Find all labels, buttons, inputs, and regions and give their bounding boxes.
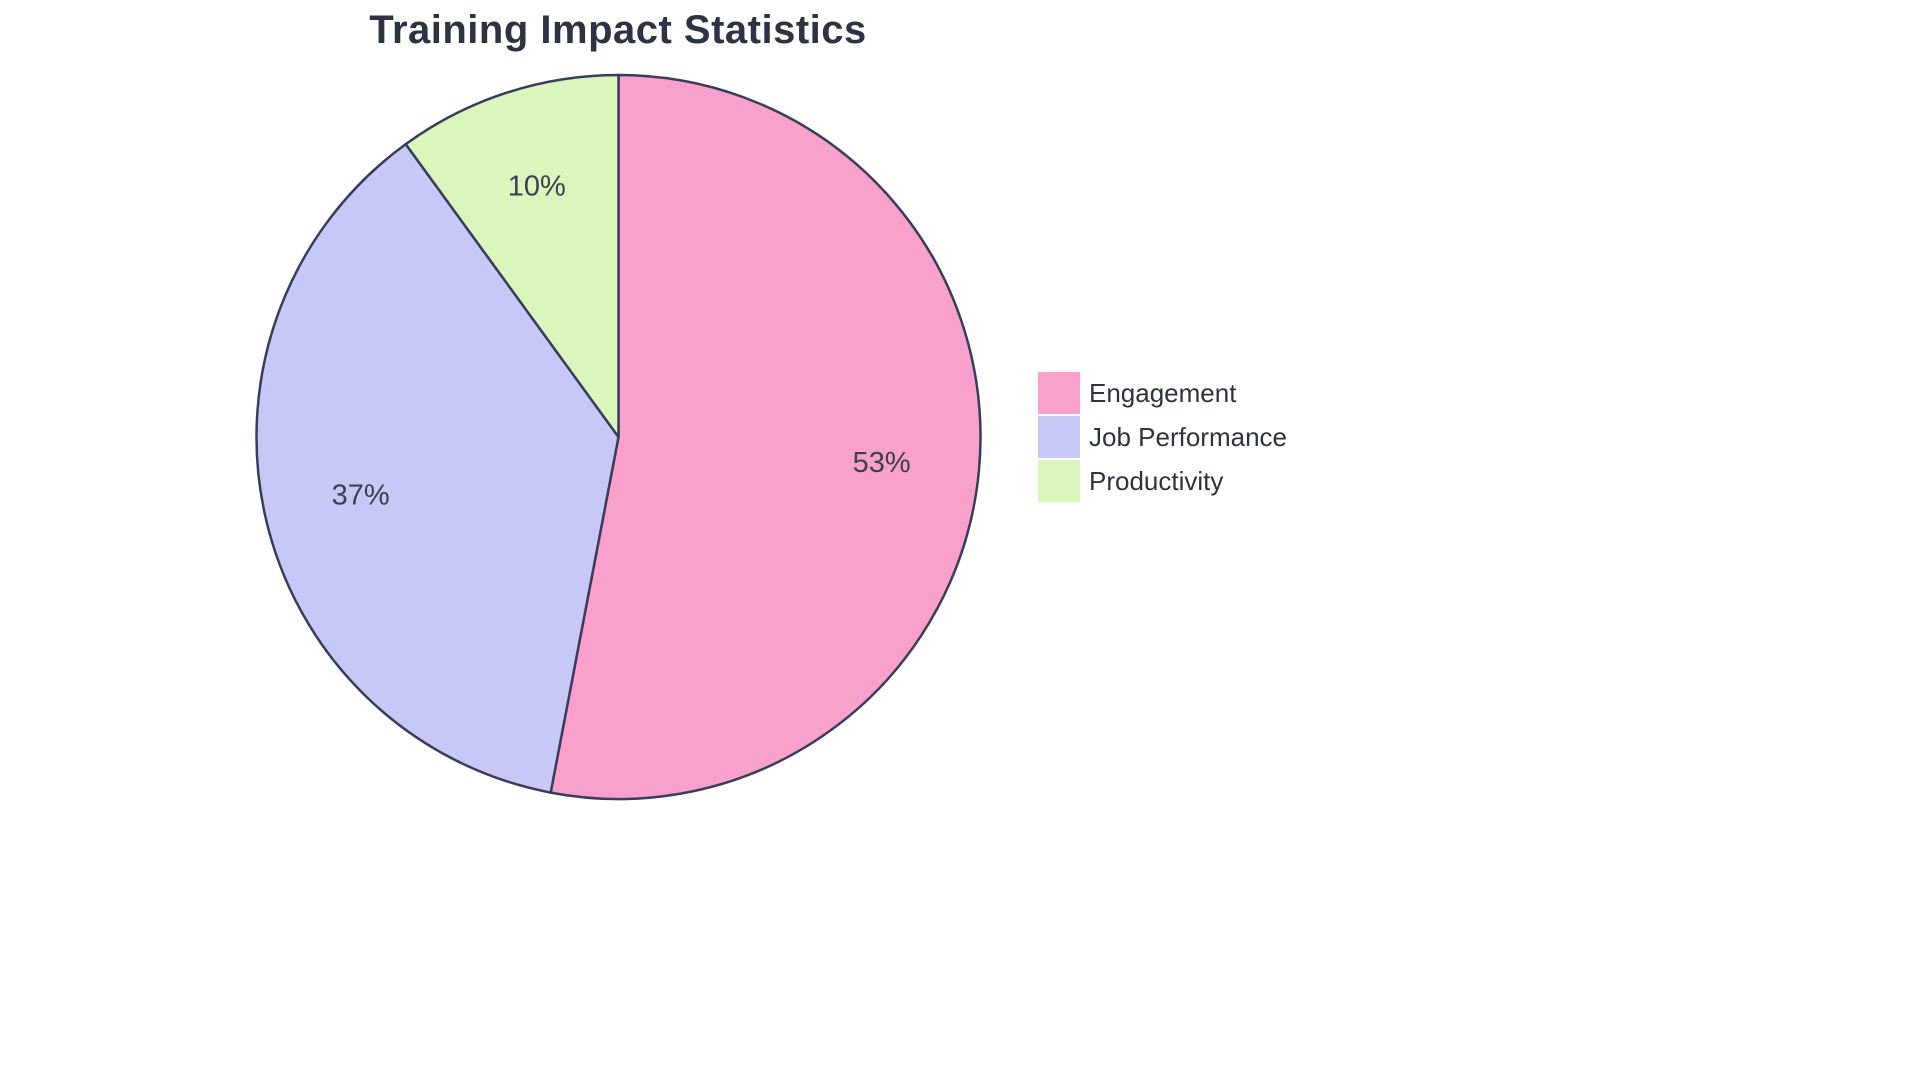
legend: Engagement Job Performance Productivity [1038,371,1287,503]
legend-label-productivity: Productivity [1089,465,1224,496]
chart-title: Training Impact Statistics [369,8,867,52]
pie-slice-label-productivity: 10% [508,171,566,203]
pie-slice-productivity [404,73,620,439]
legend-item-engagement: Engagement [1038,371,1287,415]
pie-slice-label-engagement: 53% [853,447,911,479]
pie-slice-job-performance [255,142,620,794]
pie-slice-label-job-performance: 37% [332,480,390,512]
legend-label-engagement: Engagement [1089,377,1237,408]
pie-slice-engagement [549,73,982,801]
legend-label-job-performance: Job Performance [1089,421,1287,452]
legend-swatch-job-performance [1038,416,1080,458]
legend-swatch-engagement [1038,372,1080,414]
legend-swatch-productivity [1038,460,1080,502]
legend-item-job-performance: Job Performance [1038,415,1287,459]
legend-item-productivity: Productivity [1038,459,1287,503]
